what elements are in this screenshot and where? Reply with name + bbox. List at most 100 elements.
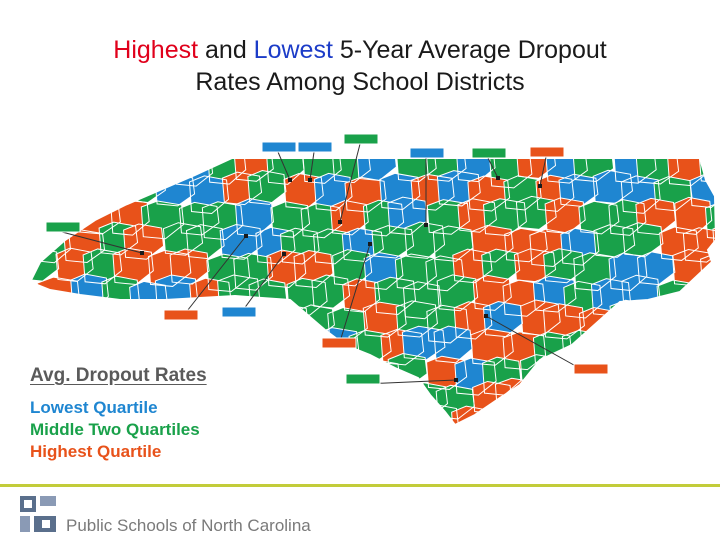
county-border (332, 249, 373, 287)
county-border (426, 199, 470, 235)
county-shape (563, 383, 601, 418)
county-border (169, 248, 210, 285)
county-shape (51, 158, 94, 181)
county-marker (368, 242, 372, 246)
nc-county-map (28, 133, 718, 427)
county-border (697, 404, 716, 425)
callout-leader-line (487, 157, 499, 179)
county-border (123, 223, 165, 260)
county-shape (487, 407, 526, 425)
county-border (471, 224, 514, 263)
county-shape (159, 333, 197, 369)
county-shape (473, 275, 512, 311)
callout-leader-line (277, 151, 291, 181)
county-border (280, 331, 320, 370)
callout-label-lowest (409, 147, 445, 159)
county-border (311, 274, 351, 309)
county-shape (100, 329, 143, 366)
county-border (267, 351, 307, 390)
county-shape (191, 326, 229, 363)
county-border (562, 382, 602, 418)
county-shape (81, 303, 122, 341)
county-shape (50, 304, 89, 340)
county-border (371, 225, 415, 259)
county-border (293, 250, 334, 289)
county-border (266, 409, 307, 425)
county-shape (588, 329, 626, 365)
county-shape (218, 378, 257, 417)
page-title: Highest and Lowest 5-Year Average Dropou… (0, 34, 720, 98)
county-shape (222, 327, 266, 361)
county-shape (391, 406, 433, 425)
title-lowest-word: Lowest (253, 36, 333, 64)
county-shape (588, 378, 632, 417)
callout-leader-line (309, 151, 315, 181)
county-border (588, 377, 632, 417)
county-border (247, 327, 287, 364)
county-border (481, 356, 522, 396)
county-border (310, 382, 350, 417)
county-shape (210, 358, 250, 394)
county-border (608, 252, 648, 292)
county-shape (657, 280, 699, 317)
county-border (452, 248, 493, 284)
callout-label-middle (45, 221, 81, 233)
county-border (511, 407, 554, 425)
county-shape (117, 300, 160, 339)
county-border (638, 408, 677, 425)
county-marker (338, 220, 342, 224)
county-shape (544, 410, 583, 425)
county-shape (690, 327, 716, 361)
county-shape (672, 406, 713, 425)
county-border (425, 255, 465, 292)
county-border (482, 198, 527, 237)
county-border (576, 406, 620, 425)
county-border (436, 274, 479, 312)
county-border (451, 405, 491, 425)
county-border (247, 170, 287, 205)
county-border (358, 410, 400, 425)
county-border (362, 199, 405, 237)
county-border (332, 158, 371, 184)
county-shape (266, 409, 307, 425)
county-marker (538, 184, 542, 188)
county-border (282, 381, 327, 420)
county-border (344, 176, 387, 213)
county-border (613, 158, 657, 184)
county-border (55, 247, 94, 282)
county-shape (638, 408, 677, 425)
county-shape (62, 332, 102, 365)
county-border (81, 302, 123, 342)
county-shape (705, 306, 716, 344)
county-marker (454, 378, 458, 382)
county-border (470, 328, 514, 366)
callout-label-lowest (221, 306, 257, 318)
title-line-2: Rates Among School Districts (195, 68, 525, 96)
county-border (140, 158, 184, 183)
county-border (30, 173, 73, 212)
county-border (655, 326, 694, 365)
county-border (390, 405, 433, 425)
county-border (65, 169, 106, 206)
county-border (624, 378, 663, 414)
dpi-logo (20, 496, 56, 532)
title-highest-word: Highest (113, 36, 199, 64)
county-border (158, 333, 197, 370)
county-border (79, 158, 122, 184)
county-border (379, 380, 418, 419)
county-border (482, 301, 524, 338)
county-border (252, 383, 295, 420)
county-border (410, 173, 455, 211)
county-border (622, 222, 664, 257)
county-border (356, 158, 397, 181)
callout-leader-line (485, 315, 591, 375)
county-border (50, 158, 94, 181)
county-shape (332, 249, 372, 286)
county-border (560, 227, 600, 266)
county-border (674, 302, 713, 337)
county-border (659, 226, 699, 261)
county-border (690, 383, 716, 421)
county-border (674, 196, 713, 235)
county-border (563, 280, 603, 319)
county-border (467, 175, 511, 212)
